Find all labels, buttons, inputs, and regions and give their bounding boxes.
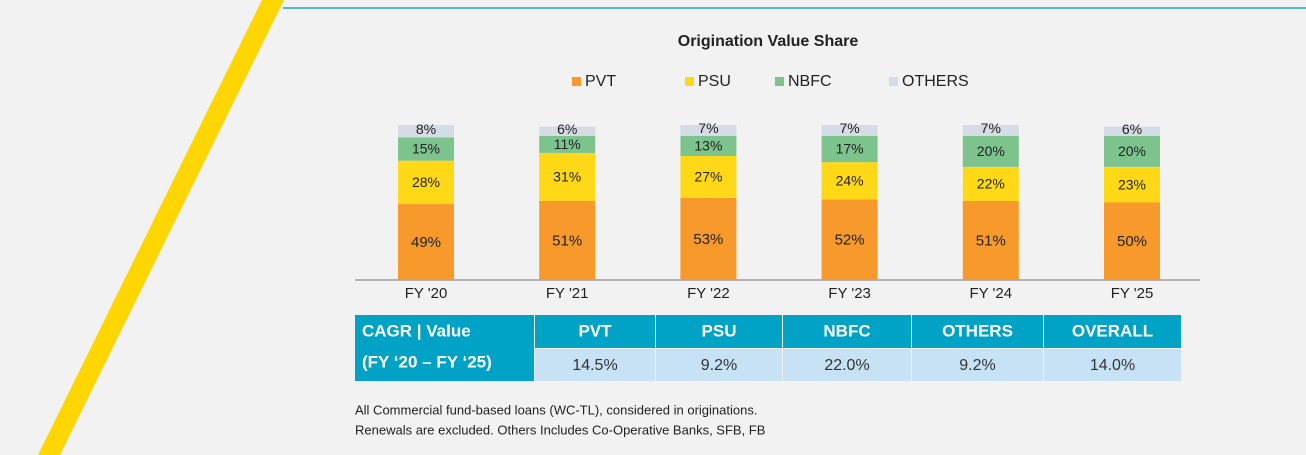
legend-swatch bbox=[775, 77, 784, 86]
data-label: 20% bbox=[977, 143, 1005, 159]
legend-swatch bbox=[572, 77, 581, 86]
x-tick-label: FY '21 bbox=[546, 285, 589, 302]
table-col-header bbox=[1044, 315, 1181, 348]
data-label: 17% bbox=[836, 141, 864, 157]
table-col-text: NBFC bbox=[823, 321, 870, 340]
bar-segment bbox=[821, 135, 878, 163]
table-col-header bbox=[783, 315, 911, 348]
bar-segment bbox=[680, 125, 737, 136]
legend-swatch bbox=[685, 77, 694, 86]
bar-segment bbox=[1104, 126, 1160, 136]
x-tick-label: FY '24 bbox=[969, 285, 1012, 302]
data-label: 49% bbox=[411, 234, 441, 251]
bar-segment bbox=[962, 200, 1019, 280]
data-label: 6% bbox=[557, 121, 577, 137]
bar-segment bbox=[398, 204, 454, 280]
table-value-cell bbox=[783, 349, 911, 381]
bar-segment bbox=[539, 126, 596, 136]
table-value-cell bbox=[912, 349, 1043, 381]
table-col-text: OVERALL bbox=[1072, 321, 1153, 340]
bar-segment bbox=[680, 197, 737, 280]
bar-segment bbox=[962, 135, 1019, 167]
table-col-text: PSU bbox=[702, 321, 737, 340]
bar-segment bbox=[539, 200, 596, 280]
footnote: Renewals are excluded. Others Includes C… bbox=[355, 422, 765, 437]
bar-segment bbox=[398, 137, 454, 161]
bar-segment bbox=[962, 166, 1019, 201]
data-label: 27% bbox=[694, 169, 722, 185]
data-label: 53% bbox=[693, 231, 723, 248]
data-label: 23% bbox=[1118, 176, 1146, 192]
table-col-header bbox=[656, 315, 782, 348]
data-label: 8% bbox=[416, 121, 436, 137]
table-value-text: 14.0% bbox=[1090, 357, 1135, 374]
x-tick-label: FY '22 bbox=[687, 285, 730, 302]
table-value-text: 14.5% bbox=[572, 357, 617, 374]
bar-segment bbox=[1104, 202, 1160, 280]
data-label: 7% bbox=[839, 120, 859, 136]
x-tick-label: FY '20 bbox=[405, 285, 448, 302]
data-label: 20% bbox=[1118, 143, 1146, 159]
bar-segment bbox=[539, 135, 596, 153]
chart-title: Origination Value Share bbox=[678, 33, 859, 50]
bar-segment bbox=[1104, 135, 1160, 167]
data-label: 15% bbox=[412, 141, 440, 157]
table-col-header bbox=[535, 315, 655, 348]
legend-label: NBFC bbox=[788, 73, 832, 90]
bar-segment bbox=[821, 125, 878, 136]
table-value-cell bbox=[656, 349, 782, 381]
table-head-text: CAGR | Value bbox=[362, 321, 471, 340]
data-label: 31% bbox=[553, 169, 581, 185]
table-col-header bbox=[912, 315, 1043, 348]
table-head-cell bbox=[355, 315, 534, 381]
table-value-cell bbox=[1044, 349, 1181, 381]
legend-swatch bbox=[889, 77, 898, 86]
data-label: 28% bbox=[412, 174, 440, 190]
table-value-text: 22.0% bbox=[824, 357, 869, 374]
table-head-text: (FY ‘20 – FY ‘25) bbox=[362, 352, 492, 371]
data-label: 7% bbox=[698, 120, 718, 136]
table-col-text: PVT bbox=[578, 321, 612, 340]
data-label: 52% bbox=[835, 232, 865, 249]
data-label: 51% bbox=[552, 232, 582, 249]
data-label: 50% bbox=[1117, 233, 1147, 250]
bar-segment bbox=[539, 152, 596, 201]
table-value-text: 9.2% bbox=[959, 357, 995, 374]
legend-label: PSU bbox=[698, 73, 731, 90]
bar-segment bbox=[1104, 166, 1160, 203]
data-label: 13% bbox=[694, 138, 722, 154]
bar-segment bbox=[821, 199, 878, 280]
data-label: 7% bbox=[981, 120, 1001, 136]
legend-label: OTHERS bbox=[902, 73, 969, 90]
data-label: 51% bbox=[976, 232, 1006, 249]
bar-segment bbox=[821, 162, 878, 200]
yellow-stripe bbox=[38, 0, 284, 455]
data-label: 6% bbox=[1122, 121, 1142, 137]
table-value-cell bbox=[535, 349, 655, 381]
legend-label: PVT bbox=[585, 73, 616, 90]
x-tick-label: FY '25 bbox=[1111, 285, 1154, 302]
data-label: 11% bbox=[554, 136, 581, 152]
bar-segment bbox=[398, 160, 454, 205]
table-value-text: 9.2% bbox=[701, 357, 737, 374]
bar-segment bbox=[680, 156, 737, 198]
x-tick-label: FY '23 bbox=[828, 285, 871, 302]
table-col-text: OTHERS bbox=[942, 321, 1013, 340]
data-label: 22% bbox=[977, 176, 1005, 192]
bar-segment bbox=[962, 125, 1019, 136]
footnote: All Commercial fund-based loans (WC-TL),… bbox=[355, 402, 757, 417]
bar-segment bbox=[680, 135, 737, 156]
bar-segment bbox=[398, 125, 454, 138]
data-label: 24% bbox=[836, 173, 864, 189]
